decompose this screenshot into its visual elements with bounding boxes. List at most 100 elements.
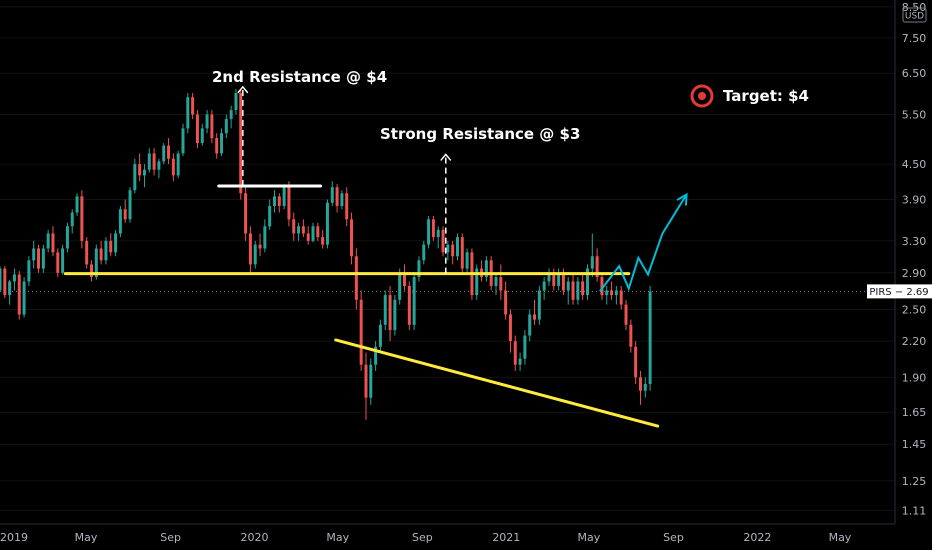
candle-body [138,164,142,176]
candle-body [566,281,570,291]
candle-body [523,335,527,359]
candle-body [638,377,642,391]
candle-body [171,158,175,176]
candle-body [41,248,45,269]
target-icon [690,84,714,108]
price-tick-label: 7.50 [902,32,927,45]
candle [41,244,45,273]
candle-body [431,219,435,238]
candle-body [513,341,517,365]
candle [475,264,479,300]
candle [614,285,618,305]
candle-body [581,281,585,296]
candle [17,271,21,320]
candle-body [181,128,185,154]
candle [311,222,315,243]
candle [393,295,397,336]
candle-body [17,274,21,315]
candle-body [46,233,50,249]
time-tick-label: May [75,531,98,544]
second-resistance-label: 2nd Resistance @ $4 [212,68,387,86]
candle-body [364,364,368,398]
candle [508,309,512,353]
candle [133,158,137,194]
candle [590,233,594,278]
candle [99,240,103,265]
candle [335,184,339,213]
candle [528,309,532,342]
candle-body [595,256,599,278]
candle [340,190,344,210]
price-tick-label: 1.11 [902,504,927,517]
candle-body [614,290,618,296]
candle [0,266,2,293]
candle-body [398,272,402,300]
candle [566,277,570,305]
candle [186,93,190,134]
price-axis-ticks[interactable]: 8.50 7.50 6.50 5.50 4.50 3.90 3.30 2.90 2.50 2.20… [902,1,927,517]
candle [75,193,79,216]
candle-body [287,187,291,220]
time-axis-ticks[interactable]: 2019 May Sep 2020 May Sep 2021 May Sep 2022 May [0,531,852,544]
second-resistance-arrow-head [237,85,249,94]
candle [595,248,599,282]
price-tick-label: 2.90 [902,267,927,280]
candle-body [605,290,609,296]
candle-body [70,212,74,227]
candle-body [51,233,55,253]
time-tick-label: May [829,531,852,544]
candle [417,256,421,282]
candle-body [504,290,508,315]
currency-badge[interactable]: USD [902,7,927,23]
candle [195,110,199,149]
candle [422,240,426,265]
candle [465,248,469,273]
time-tick-label: Sep [412,531,433,544]
candle [638,370,642,405]
drawn-lines[interactable] [63,85,688,428]
candle [80,190,84,249]
candle [542,277,546,300]
candle-body [533,314,537,320]
candle-body [61,248,65,273]
candle [586,264,589,300]
candle-body [403,272,406,286]
candle [205,110,209,134]
candle-body [610,290,614,296]
candle [109,233,113,257]
candle [634,341,638,384]
trendline-line[interactable] [334,338,660,428]
candle-body [253,244,257,265]
candle [152,148,156,176]
candle [610,281,614,300]
candle-body [422,244,426,261]
candle-body [427,219,431,245]
candle-body [94,248,98,278]
candle-body [321,237,325,245]
candle [301,219,305,238]
candle [32,240,36,269]
candle-body [325,202,329,245]
candle-body [301,226,305,234]
candle-body [205,114,209,129]
candle [200,123,204,146]
candle [316,222,320,241]
candle-body [215,138,219,154]
candle-body [277,196,281,206]
price-tick-label: 4.50 [902,158,927,171]
candle-body [263,226,267,249]
candle [248,226,252,273]
candle [70,209,74,234]
candle-body [99,248,103,261]
candle-body [32,248,36,261]
price-tick-label: 8.50 [902,1,927,14]
candle [268,199,272,230]
projection-path[interactable] [599,193,688,292]
candle [162,143,166,165]
candle-body [369,364,373,398]
candle-body [292,219,296,234]
last-price-tag: PIRS − 2.69 [867,284,932,299]
candle [239,88,243,200]
candle [513,335,517,371]
